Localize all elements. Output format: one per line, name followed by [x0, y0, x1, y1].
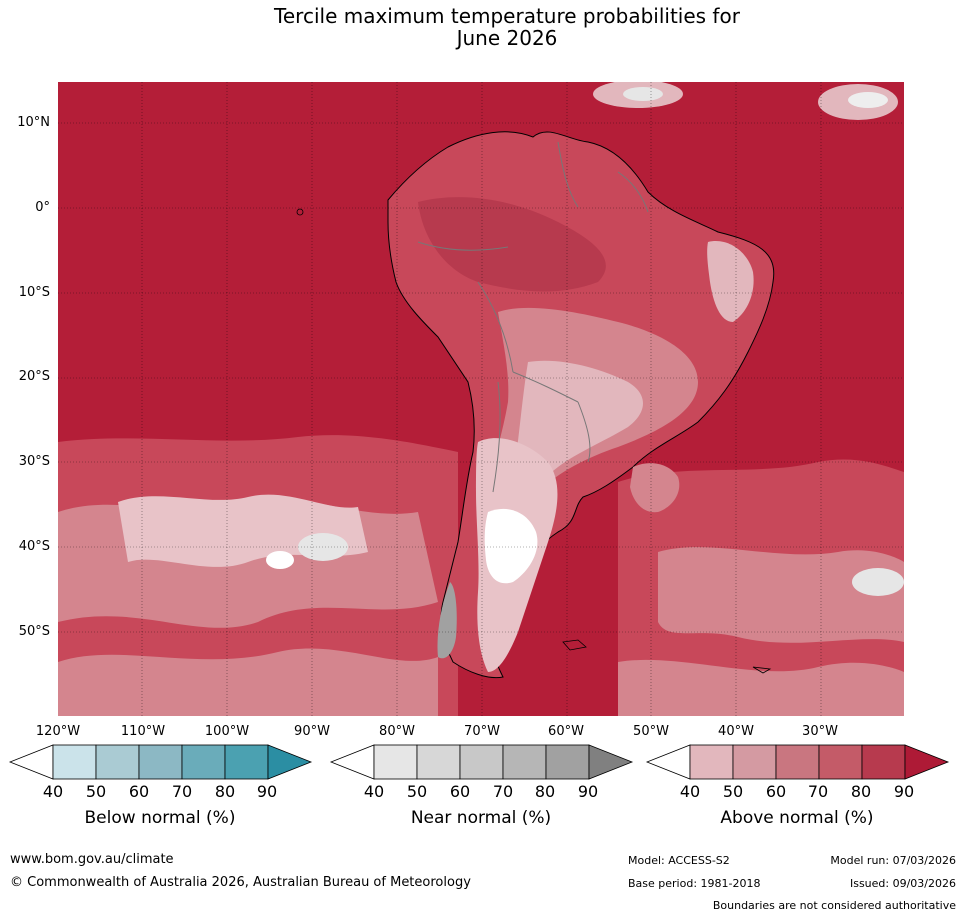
- footer-model-run: Model run: 07/03/2026: [830, 854, 956, 867]
- below-tick-40: 40: [42, 782, 64, 801]
- footer-model: Model: ACCESS-S2: [628, 854, 730, 867]
- colorbar-left-extend: [645, 744, 691, 780]
- lat-label-30s: 30°S: [18, 454, 50, 469]
- below-tick-70: 70: [171, 782, 193, 801]
- south-georgia: [752, 666, 772, 674]
- lon-label-90w: 90°W: [294, 724, 330, 739]
- near-tick-40: 40: [363, 782, 385, 801]
- above-tick-60: 60: [765, 782, 787, 801]
- falkland-islands: [562, 639, 587, 651]
- above-tick-90: 90: [893, 782, 915, 801]
- lon-label-50w: 50°W: [633, 724, 669, 739]
- colorbar-segment: [861, 744, 906, 780]
- colorbar-segment: [459, 744, 504, 780]
- near-tick-90: 90: [577, 782, 599, 801]
- above-tick-40: 40: [679, 782, 701, 801]
- colorbar-left-extend: [329, 744, 375, 780]
- probability-map[interactable]: [58, 80, 904, 716]
- colorbars-svg: [8, 744, 950, 780]
- lon-label-100w: 100°W: [204, 724, 250, 739]
- lon-label-30w: 30°W: [802, 724, 838, 739]
- uruguay-band-60: [630, 463, 680, 513]
- colorbar-right-extend: [904, 744, 950, 780]
- near-normal-core: [484, 508, 538, 584]
- lon-label-60w: 60°W: [548, 724, 584, 739]
- below-tick-60: 60: [128, 782, 150, 801]
- near-normal-patch-2: [266, 551, 294, 569]
- title-line-2: June 2026: [456, 26, 558, 50]
- colorbar-above-normal: [645, 744, 950, 780]
- map-canvas: [58, 80, 904, 716]
- near-tick-80: 80: [534, 782, 556, 801]
- colorbar-segment: [818, 744, 863, 780]
- lon-label-110w: 110°W: [120, 724, 166, 739]
- colorbar-left-extend: [8, 744, 54, 780]
- footer-disclaimer: Boundaries are not considered authoritat…: [712, 899, 956, 912]
- lat-label-10n: 10°N: [17, 115, 50, 130]
- colorbar-right-extend: [588, 744, 634, 780]
- lat-label-50s: 50°S: [18, 624, 50, 639]
- footer-base-period: Base period: 1981-2018: [628, 877, 761, 890]
- colorbar-segment: [775, 744, 820, 780]
- amazon-band-70: [418, 197, 606, 292]
- country-borders: [417, 141, 649, 493]
- lat-label-40s: 40°S: [18, 539, 50, 554]
- colorbar-segment: [689, 744, 734, 780]
- colorbar-segment: [52, 744, 97, 780]
- lon-label-70w: 70°W: [464, 724, 500, 739]
- colorbar-segment: [732, 744, 777, 780]
- footer-copyright: © Commonwealth of Australia 2026, Austra…: [10, 875, 471, 890]
- chart-title: Tercile maximum temperature probabilitie…: [0, 5, 965, 49]
- title-line-1: Tercile maximum temperature probabilitie…: [274, 4, 740, 28]
- colorbar-below-normal: [8, 744, 313, 780]
- lon-gridlines: [141, 82, 822, 716]
- near-tick-60: 60: [449, 782, 471, 801]
- colorbar-segment: [416, 744, 461, 780]
- south-atlantic-patch: [852, 568, 904, 596]
- near-normal-title: Near normal (%): [410, 808, 552, 828]
- colorbar-near-normal: [329, 744, 634, 780]
- lon-label-120w: 120°W: [35, 724, 81, 739]
- southern-ocean-band-50b: [58, 648, 438, 716]
- colorbar-segment: [224, 744, 269, 780]
- lon-label-40w: 40°W: [718, 724, 754, 739]
- footer-website[interactable]: www.bom.gov.au/climate: [10, 852, 174, 867]
- colorbar-segment: [373, 744, 418, 780]
- below-tick-80: 80: [214, 782, 236, 801]
- colorbar-segment: [181, 744, 226, 780]
- chile-near-normal: [437, 582, 457, 659]
- colorbar-segment: [502, 744, 547, 780]
- lat-label-10s: 10°S: [18, 285, 50, 300]
- land-band-50: [511, 360, 643, 522]
- below-normal-title: Below normal (%): [84, 808, 236, 828]
- colorbar-segment: [545, 744, 590, 780]
- near-tick-70: 70: [492, 782, 514, 801]
- galapagos-island: [296, 208, 304, 216]
- above-tick-70: 70: [807, 782, 829, 801]
- lat-gridlines: [58, 122, 904, 633]
- northeast-brazil-band-50: [707, 241, 754, 322]
- above-tick-80: 80: [850, 782, 872, 801]
- above-tick-50: 50: [722, 782, 744, 801]
- south-atlantic-band-50c: [618, 659, 904, 716]
- below-tick-50: 50: [85, 782, 107, 801]
- below-tick-90: 90: [256, 782, 278, 801]
- lon-label-80w: 80°W: [379, 724, 415, 739]
- colorbar-segment: [95, 744, 140, 780]
- near-tick-50: 50: [406, 782, 428, 801]
- lat-label-0: 0°: [35, 200, 50, 215]
- near-normal-patch-4: [848, 92, 888, 108]
- lat-label-20s: 20°S: [18, 369, 50, 384]
- caribbean-patch-2: [623, 87, 663, 101]
- above-normal-title: Above normal (%): [720, 808, 874, 828]
- footer-issued: Issued: 09/03/2026: [849, 877, 956, 890]
- south-atlantic-band-50: [658, 547, 904, 643]
- colorbar-segment: [138, 744, 183, 780]
- colorbar-right-extend: [267, 744, 313, 780]
